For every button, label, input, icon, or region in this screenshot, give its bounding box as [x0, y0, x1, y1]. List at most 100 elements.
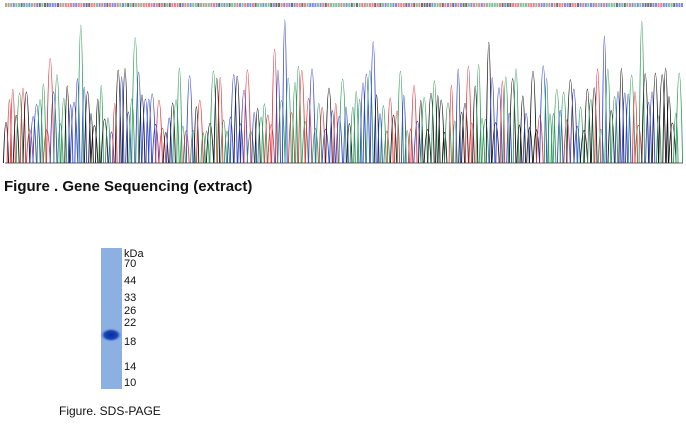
base-call — [408, 3, 410, 7]
base-call — [499, 3, 501, 7]
base-call — [210, 3, 213, 7]
base-call — [57, 3, 59, 7]
base-call — [447, 3, 449, 7]
base-call — [20, 3, 23, 7]
base-call — [103, 3, 106, 7]
base-call — [114, 3, 117, 7]
base-call — [158, 3, 161, 7]
base-call — [314, 3, 317, 7]
trace-peak — [563, 119, 571, 164]
base-call — [525, 3, 527, 7]
trace-peak — [138, 94, 146, 164]
base-call — [288, 3, 291, 7]
base-call — [187, 3, 189, 7]
base-call — [681, 3, 683, 7]
trace-peak — [512, 68, 520, 164]
trace-peak — [435, 95, 441, 164]
trace-peak — [468, 122, 476, 164]
base-call — [202, 3, 205, 7]
base-call — [353, 3, 356, 7]
trace-peak — [614, 91, 622, 164]
base-call — [444, 3, 447, 7]
trace-peak — [165, 117, 173, 164]
base-call — [140, 3, 143, 7]
trace-peak — [128, 98, 136, 164]
base-call — [197, 3, 200, 7]
sequencing-caption: Figure . Gene Sequencing (extract) — [4, 178, 253, 195]
base-call — [129, 3, 132, 7]
marker-label: 70 — [124, 258, 136, 270]
base-call — [592, 3, 595, 7]
unit-label: kDa — [124, 248, 144, 260]
base-call — [88, 3, 91, 7]
base-call — [522, 3, 525, 7]
base-call — [551, 3, 553, 7]
trace-peak — [2, 122, 10, 164]
trace-peak — [155, 99, 163, 164]
trace-peak — [291, 82, 299, 164]
base-call — [272, 3, 275, 7]
base-call — [54, 3, 57, 7]
base-call — [215, 3, 218, 7]
trace-peak — [88, 113, 94, 164]
trace-peak — [559, 91, 568, 164]
trace-peak — [583, 88, 592, 164]
base-call — [395, 3, 397, 7]
trace-peak — [464, 66, 472, 164]
base-call — [392, 3, 395, 7]
trace-peak — [648, 91, 656, 164]
base-call — [106, 3, 109, 7]
trace-peak — [332, 103, 339, 164]
base-call — [413, 3, 416, 7]
base-call — [629, 3, 631, 7]
base-call — [361, 3, 364, 7]
base-call — [101, 3, 104, 7]
base-call — [213, 3, 215, 7]
base-call — [678, 3, 681, 7]
trace-peak — [407, 128, 414, 164]
trace-peak — [543, 77, 550, 164]
base-call — [200, 3, 202, 7]
trace-peak — [665, 96, 673, 164]
base-call — [267, 3, 270, 7]
trace-peak — [226, 116, 234, 164]
trace-peak — [172, 99, 180, 164]
trace-peak — [491, 122, 500, 164]
base-call — [18, 3, 20, 7]
base-call — [668, 3, 670, 7]
trace-peak — [645, 102, 653, 164]
base-call — [452, 3, 455, 7]
base-call — [603, 3, 605, 7]
base-call — [428, 3, 431, 7]
base-call — [665, 3, 668, 7]
chromatogram — [2, 3, 684, 164]
base-call — [400, 3, 403, 7]
trace-peak — [455, 68, 461, 164]
base-call — [608, 3, 611, 7]
base-call — [605, 3, 608, 7]
trace-peak — [451, 120, 458, 164]
trace-peak — [539, 65, 548, 164]
base-call — [109, 3, 111, 7]
base-call — [252, 3, 254, 7]
trace-peak — [550, 112, 557, 164]
base-call — [538, 3, 540, 7]
base-call — [454, 3, 457, 7]
trace-peak — [264, 114, 272, 164]
trace-peak — [489, 77, 496, 164]
base-call — [49, 3, 52, 7]
trace-peak — [400, 95, 407, 164]
base-call — [283, 3, 286, 7]
base-call — [163, 3, 166, 7]
base-call — [155, 3, 158, 7]
sds-page-caption: Figure. SDS-PAGE — [59, 404, 161, 418]
base-call — [473, 3, 475, 7]
base-call — [64, 3, 67, 7]
base-call — [616, 3, 618, 7]
base-call — [410, 3, 413, 7]
base-call — [389, 3, 392, 7]
trace-peak — [475, 64, 482, 164]
trace-peak — [287, 112, 296, 164]
trace-peak — [40, 83, 47, 164]
base-call — [285, 3, 288, 7]
